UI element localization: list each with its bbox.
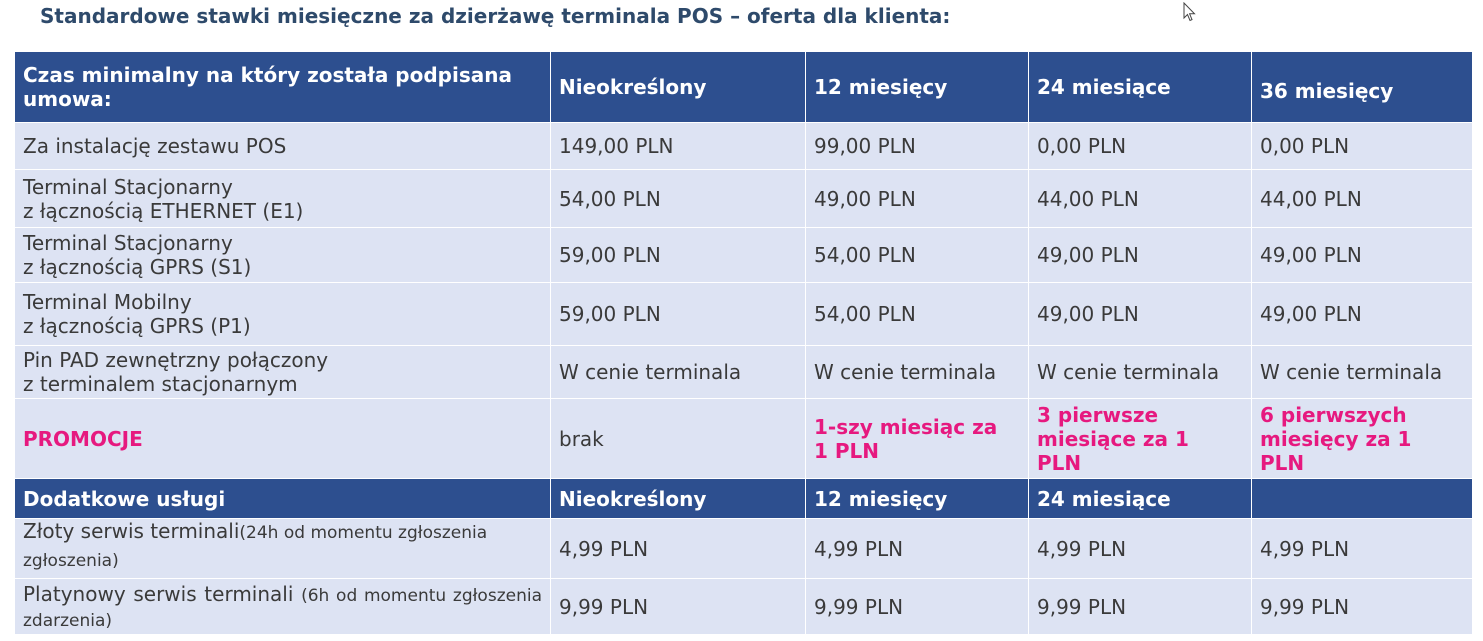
service-note: (6h od momentu zgłoszenia zdarzenia) [23,585,542,631]
price-cell: W cenie terminala [1028,345,1252,399]
header-min-term: Czas minimalny na który została podpisan… [14,51,551,123]
price-cell: 54,00 PLN [805,227,1029,283]
service-note: (24h od momentu zgłoszenia zgłoszenia) [23,523,488,571]
promo-label: PROMOCJE [14,398,551,479]
row-label: Za instalację zestawu POS [14,122,551,170]
promo-cell-36-months: 6 pierwszych miesięcy za 1 PLN [1251,398,1473,479]
row-label: Terminal Stacjonarny z łącznością GPRS (S… [14,227,551,283]
price-cell: 49,00 PLN [1251,227,1473,283]
service-row: Złoty serwis terminali (24h od momentu z… [14,518,1473,579]
price-cell: 49,00 PLN [1028,282,1252,346]
row-label-line2: z łącznością GPRS (P1) [23,314,251,338]
price-cell: 9,99 PLN [805,578,1029,635]
header-12-months: 12 miesięcy [805,478,1029,519]
price-cell: 54,00 PLN [550,169,806,228]
table-row: Za instalację zestawu POS 149,00 PLN 99,… [14,122,1473,170]
service-row: Platynowy serwis terminali (6h od moment… [14,578,1473,635]
row-label: Pin PAD zewnętrzny połączony z terminalem… [14,345,551,399]
row-label-line1: Terminal Stacjonarny [23,174,233,199]
price-cell: 44,00 PLN [1251,169,1473,228]
price-cell: 99,00 PLN [805,122,1029,170]
price-cell: 9,99 PLN [550,578,806,635]
price-cell: 44,00 PLN [1028,169,1252,228]
service-label: Platynowy serwis terminali (6h od moment… [14,578,551,635]
table-row: Pin PAD zewnętrzny połączony z terminalem… [14,345,1473,399]
header-indefinite: Nieokreślony [550,51,806,123]
price-cell: W cenie terminala [805,345,1029,399]
price-cell: W cenie terminala [1251,345,1473,399]
header-24-months: 24 miesiące [1028,51,1252,123]
promo-cell-12-months: 1-szy miesiąc za 1 PLN [805,398,1029,479]
price-cell: 9,99 PLN [1251,578,1473,635]
price-cell: 4,99 PLN [1028,518,1252,579]
price-cell: 59,00 PLN [550,282,806,346]
header-row: Czas minimalny na który została podpisan… [14,51,1473,123]
header-12-months: 12 miesięcy [805,51,1029,123]
promo-row: PROMOCJE brak 1-szy miesiąc za 1 PLN 3 p… [14,398,1473,479]
row-label-line1: Terminal Stacjonarny [23,231,233,255]
pos-pricing-table: Czas minimalny na który została podpisan… [14,51,1473,635]
row-label-line2: z terminalem stacjonarnym [23,372,298,396]
row-label-line1: Pin PAD zewnętrzny połączony [23,348,329,372]
price-cell: 9,99 PLN [1028,578,1252,635]
service-label: Złoty serwis terminali (24h od momentu z… [14,518,551,579]
price-cell: W cenie terminala [550,345,806,399]
price-cell: 0,00 PLN [1251,122,1473,170]
promo-cell-indefinite: brak [550,398,806,479]
table-row: Terminal Stacjonarny z łącznością GPRS (S… [14,227,1473,283]
table-row: Terminal Stacjonarny z łącznością ETHERNE… [14,169,1473,228]
header-additional-services: Dodatkowe usługi [14,478,551,519]
price-cell: 49,00 PLN [1028,227,1252,283]
promo-cell-24-months: 3 pierwsze miesiące za 1 PLN [1028,398,1252,479]
price-cell: 0,00 PLN [1028,122,1252,170]
row-label: Terminal Mobilny z łącznością GPRS (P1) [14,282,551,346]
page-title: Standardowe stawki miesięczne za dzierża… [40,4,951,28]
price-cell: 54,00 PLN [805,282,1029,346]
row-label-line1: Terminal Mobilny [23,290,192,314]
row-label-line2: z łącznością ETHERNET (E1) [23,198,304,223]
price-cell: 4,99 PLN [550,518,806,579]
mouse-cursor-icon [1183,2,1196,22]
price-cell: 4,99 PLN [805,518,1029,579]
price-cell: 4,99 PLN [1251,518,1473,579]
price-cell: 59,00 PLN [550,227,806,283]
header-24-months: 24 miesiące [1028,478,1252,519]
services-header-row: Dodatkowe usługi Nieokreślony 12 miesięc… [14,478,1473,519]
price-cell: 149,00 PLN [550,122,806,170]
row-label-line2: z łącznością GPRS (S1) [23,255,252,279]
header-36-months: 36 miesięcy [1251,51,1473,123]
price-cell: 49,00 PLN [805,169,1029,228]
table-row: Terminal Mobilny z łącznością GPRS (P1) 5… [14,282,1473,346]
service-name: Platynowy serwis terminali [23,581,294,606]
price-cell: 49,00 PLN [1251,282,1473,346]
header-empty [1251,478,1473,519]
row-label: Terminal Stacjonarny z łącznością ETHERNE… [14,169,551,228]
service-name: Złoty serwis terminali [23,519,240,544]
header-indefinite: Nieokreślony [550,478,806,519]
